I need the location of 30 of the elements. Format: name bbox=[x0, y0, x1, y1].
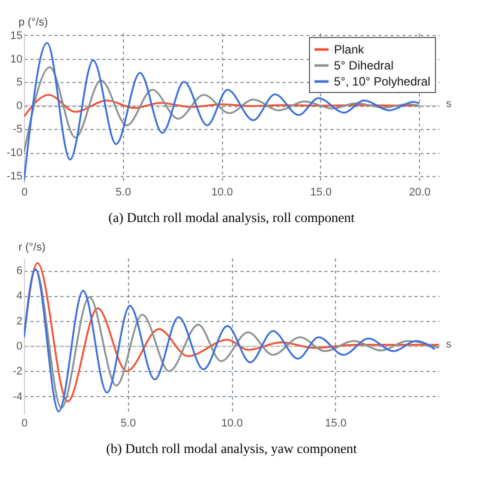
x-tick-label: 10.0 bbox=[211, 186, 233, 198]
legend-label: 5° Dihedral bbox=[334, 58, 394, 72]
y-axis-title: p (°/s) bbox=[18, 16, 48, 28]
legend-label: Plank bbox=[334, 42, 366, 56]
y-tick-label: 6 bbox=[16, 265, 22, 278]
y-tick-label: 10 bbox=[10, 53, 22, 66]
y-tick-label: 2 bbox=[16, 315, 22, 328]
x-tick-label: 5.0 bbox=[120, 418, 136, 430]
line-series bbox=[24, 94, 420, 118]
x-tick-label: 10.0 bbox=[221, 418, 243, 430]
y-tick-label: 0 bbox=[16, 100, 22, 112]
text: (a) Dutch roll modal analysis, roll component bbox=[108, 210, 355, 225]
y-tick-label: 0 bbox=[16, 340, 22, 353]
y-tick-label: 15 bbox=[10, 30, 22, 42]
y-tick-label: 4 bbox=[16, 290, 22, 302]
x-tick-label: 15.0 bbox=[325, 418, 346, 430]
legend-label: 5°, 10° Polyhedral bbox=[334, 74, 430, 88]
y-tick-label: -4 bbox=[12, 390, 22, 403]
y-tick-label: 5 bbox=[16, 76, 22, 89]
y-tick-label: -5 bbox=[12, 124, 22, 136]
y-tick-label: -10 bbox=[6, 147, 22, 160]
x-tick-label: 5.0 bbox=[116, 186, 131, 198]
x-axis-title: s bbox=[446, 338, 452, 351]
y-tick-label: -15 bbox=[6, 170, 22, 182]
y-axis-title: r (°/s) bbox=[18, 242, 46, 254]
x-axis-title: s bbox=[446, 98, 452, 110]
x-tick-label: 15.0 bbox=[310, 186, 332, 198]
x-tick-label: 20.0 bbox=[409, 186, 430, 198]
text: (b) Dutch roll modal analysis, yaw component bbox=[106, 441, 358, 456]
y-tick-label: -2 bbox=[12, 366, 22, 378]
